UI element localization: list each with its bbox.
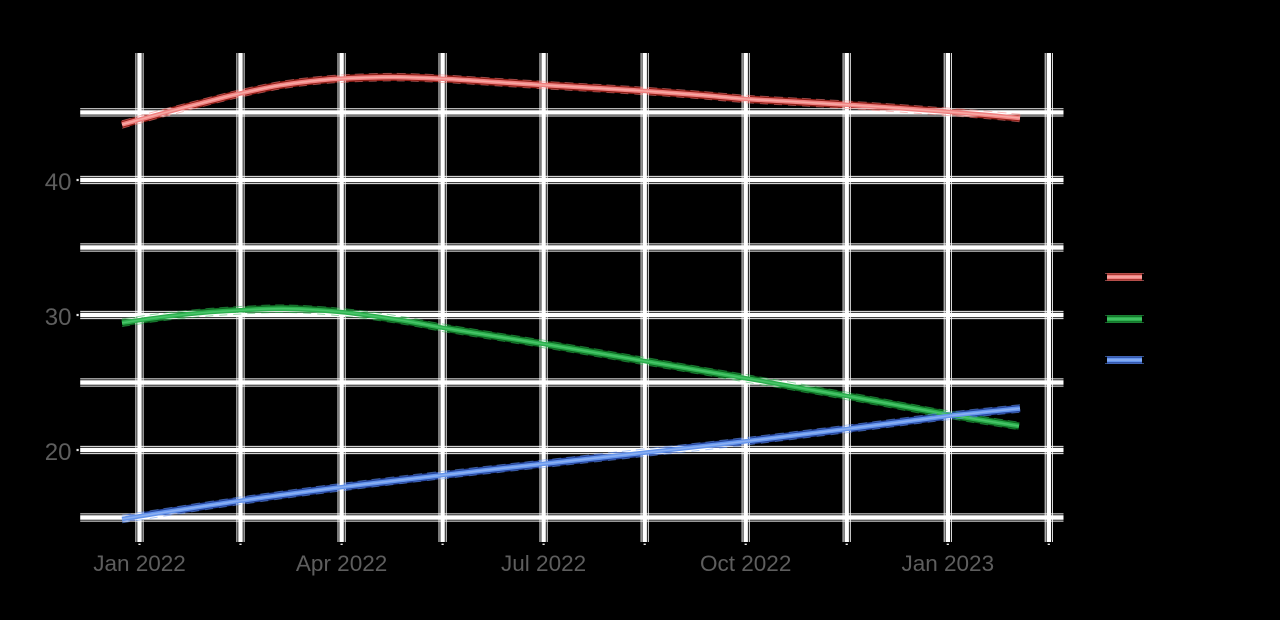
svg-text:Jul 2022: Jul 2022	[501, 551, 586, 576]
svg-text:Jan 2022: Jan 2022	[93, 551, 186, 576]
svg-text:Jan 2023: Jan 2023	[902, 551, 995, 576]
svg-text:20: 20	[45, 439, 72, 466]
svg-text:Oct 2022: Oct 2022	[700, 551, 791, 576]
svg-text:Apr 2022: Apr 2022	[296, 551, 387, 576]
svg-text:30: 30	[45, 304, 72, 331]
svg-text:40: 40	[45, 169, 72, 196]
